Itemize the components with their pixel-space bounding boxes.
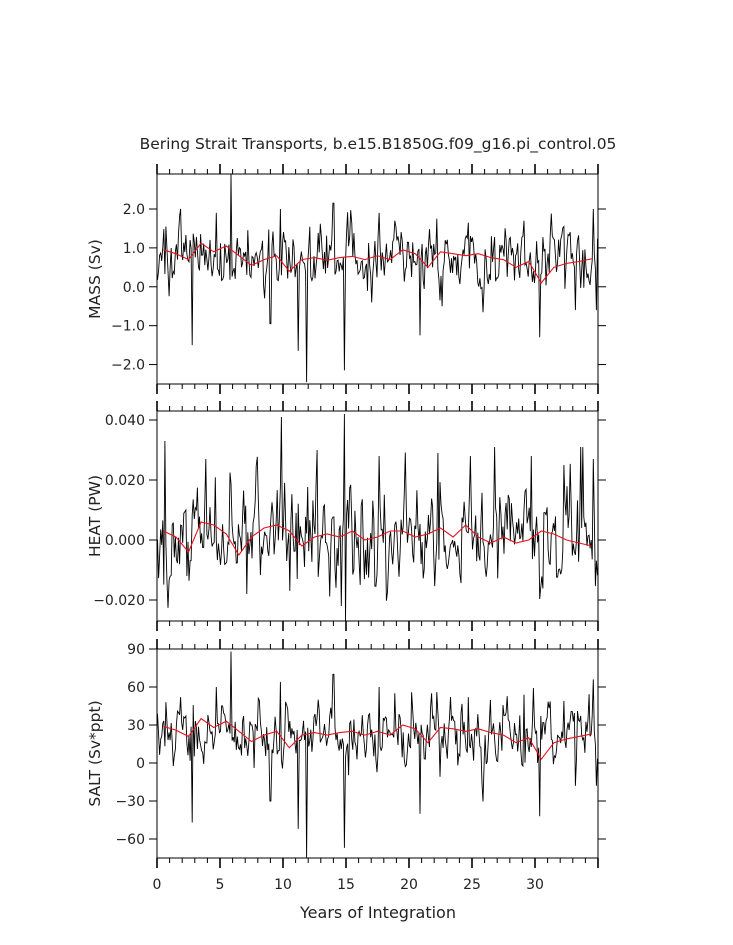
x-axis-label: Years of Integration — [299, 903, 456, 922]
x-tick-label: 20 — [400, 877, 418, 893]
x-tick-label: 5 — [216, 877, 225, 893]
mass-y-tick-label: 1.0 — [123, 241, 145, 257]
heat-y-tick-label: 0.040 — [105, 413, 145, 429]
salt-annual-line — [163, 717, 592, 761]
panel-mass: −2.0 −1.0 0.0 1.0 2.0 MASS (Sv) — [86, 164, 606, 394]
salt-y-axis-label: SALT (Sv*ppt) — [86, 700, 104, 806]
heat-monthly-line — [157, 413, 598, 621]
heat-y-tick-label: −0.020 — [93, 593, 145, 609]
heat-y-axis-label: HEAT (PW) — [86, 475, 104, 557]
panel-heat: −0.020 0.000 0.020 0.040 HEAT (PW) — [86, 401, 606, 631]
salt-y-tick-label: 0 — [136, 756, 145, 772]
salt-y-tick-label: 60 — [127, 680, 145, 696]
chart-title: Bering Strait Transports, b.e15.B1850G.f… — [140, 135, 617, 154]
mass-y-tick-label: 2.0 — [123, 202, 145, 218]
x-tick-label: 30 — [526, 877, 544, 893]
heat-y-tick-label: 0.000 — [105, 533, 145, 549]
panel-salt: −60 −30 0 30 60 90 SALT (Sv*ppt) — [86, 639, 606, 868]
mass-y-tick-label: −2.0 — [111, 358, 145, 374]
salt-monthly-line — [157, 651, 598, 858]
salt-plot-frame — [156, 648, 599, 859]
salt-y-tick-label: −60 — [115, 832, 145, 848]
x-tick-label: 0 — [153, 877, 162, 893]
x-tick-label: 10 — [274, 877, 292, 893]
heat-annual-line — [163, 521, 592, 557]
heat-y-tick-label: 0.020 — [105, 473, 145, 489]
salt-y-tick-label: −30 — [115, 794, 145, 810]
x-tick-label: 25 — [463, 877, 481, 893]
salt-y-tick-label: 30 — [127, 718, 145, 734]
x-tick-label: 15 — [337, 877, 355, 893]
mass-y-axis-label: MASS (Sv) — [86, 239, 104, 319]
mass-annual-line — [163, 242, 592, 284]
mass-plot-frame — [156, 173, 599, 385]
mass-monthly-line — [157, 174, 598, 383]
mass-y-tick-label: −1.0 — [111, 319, 145, 335]
salt-y-tick-label: 90 — [127, 642, 145, 658]
mass-y-tick-label: 0.0 — [123, 280, 145, 296]
heat-plot-frame — [156, 410, 599, 622]
